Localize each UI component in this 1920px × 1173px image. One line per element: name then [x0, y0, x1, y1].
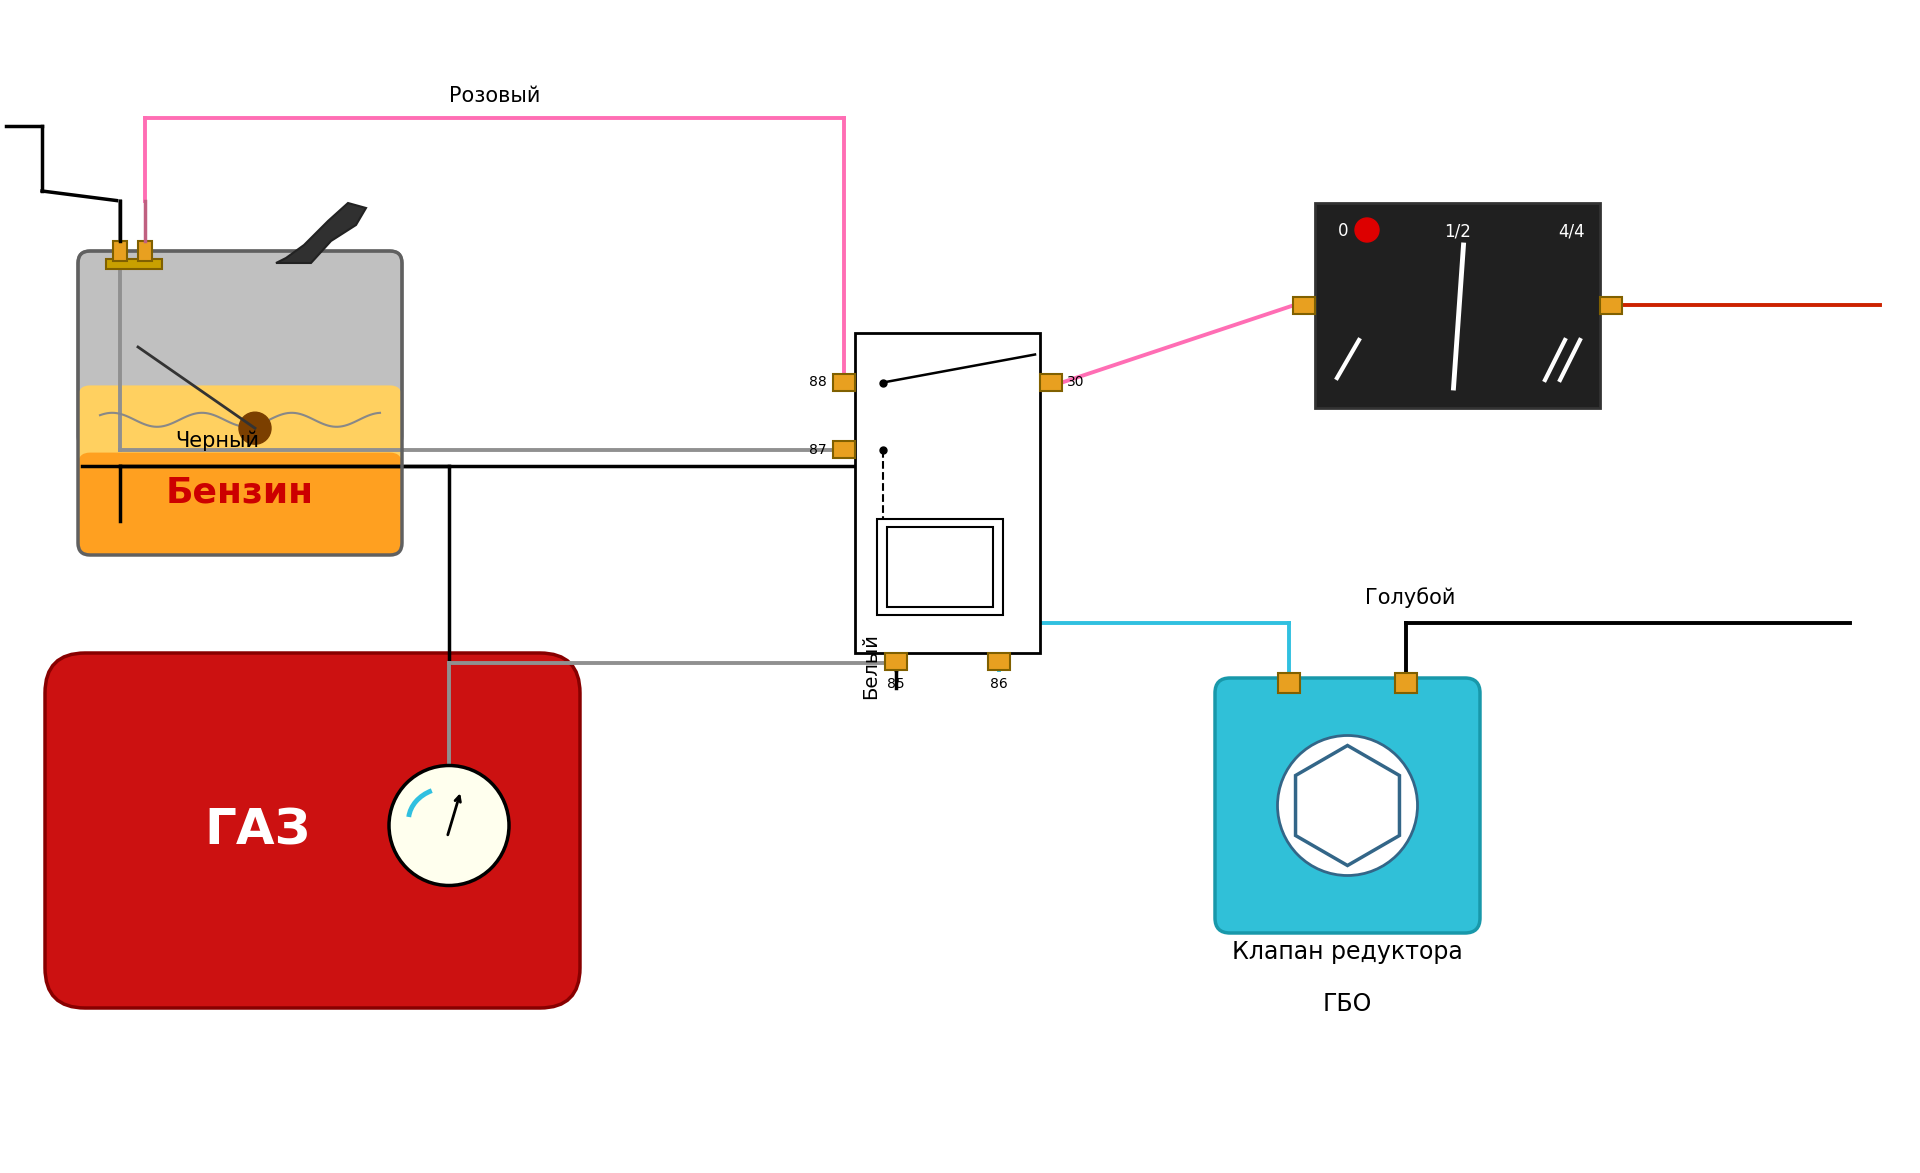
- Text: Черный: Черный: [175, 430, 259, 450]
- Bar: [1292, 297, 1315, 314]
- Bar: [885, 653, 906, 670]
- Bar: [113, 240, 127, 262]
- Bar: [1041, 374, 1062, 391]
- Text: 87: 87: [810, 442, 828, 456]
- Bar: [1315, 203, 1599, 408]
- Text: Белый: Белый: [862, 633, 881, 699]
- Polygon shape: [1296, 746, 1400, 866]
- Text: Клапан редуктора: Клапан редуктора: [1233, 940, 1463, 964]
- Bar: [854, 333, 1041, 653]
- Text: 30: 30: [1068, 375, 1085, 389]
- Text: Розовый: Розовый: [449, 86, 540, 106]
- FancyBboxPatch shape: [1215, 678, 1480, 933]
- Bar: [106, 259, 161, 269]
- FancyBboxPatch shape: [79, 386, 401, 555]
- Bar: [1279, 673, 1300, 693]
- Bar: [833, 441, 854, 457]
- Text: 0: 0: [1338, 222, 1348, 240]
- Text: Голубой: Голубой: [1365, 588, 1455, 608]
- Bar: [887, 527, 993, 606]
- Bar: [989, 653, 1010, 670]
- Circle shape: [390, 766, 509, 886]
- Bar: [877, 518, 1002, 615]
- Bar: [833, 374, 854, 391]
- Polygon shape: [276, 203, 367, 263]
- Circle shape: [1356, 218, 1379, 242]
- Bar: [1599, 297, 1622, 314]
- Circle shape: [238, 412, 271, 445]
- FancyBboxPatch shape: [79, 453, 401, 555]
- Text: 85: 85: [887, 677, 904, 691]
- Text: Бензин: Бензин: [165, 475, 315, 509]
- Text: ГАЗ: ГАЗ: [205, 807, 311, 854]
- Text: 4/4: 4/4: [1559, 222, 1586, 240]
- Text: 1/2: 1/2: [1444, 222, 1471, 240]
- FancyBboxPatch shape: [44, 653, 580, 1008]
- Bar: [138, 240, 152, 262]
- Circle shape: [1277, 735, 1417, 875]
- Bar: [1396, 673, 1417, 693]
- FancyBboxPatch shape: [79, 251, 401, 448]
- Text: 88: 88: [808, 375, 828, 389]
- Text: ГБО: ГБО: [1323, 992, 1373, 1016]
- Text: 86: 86: [991, 677, 1008, 691]
